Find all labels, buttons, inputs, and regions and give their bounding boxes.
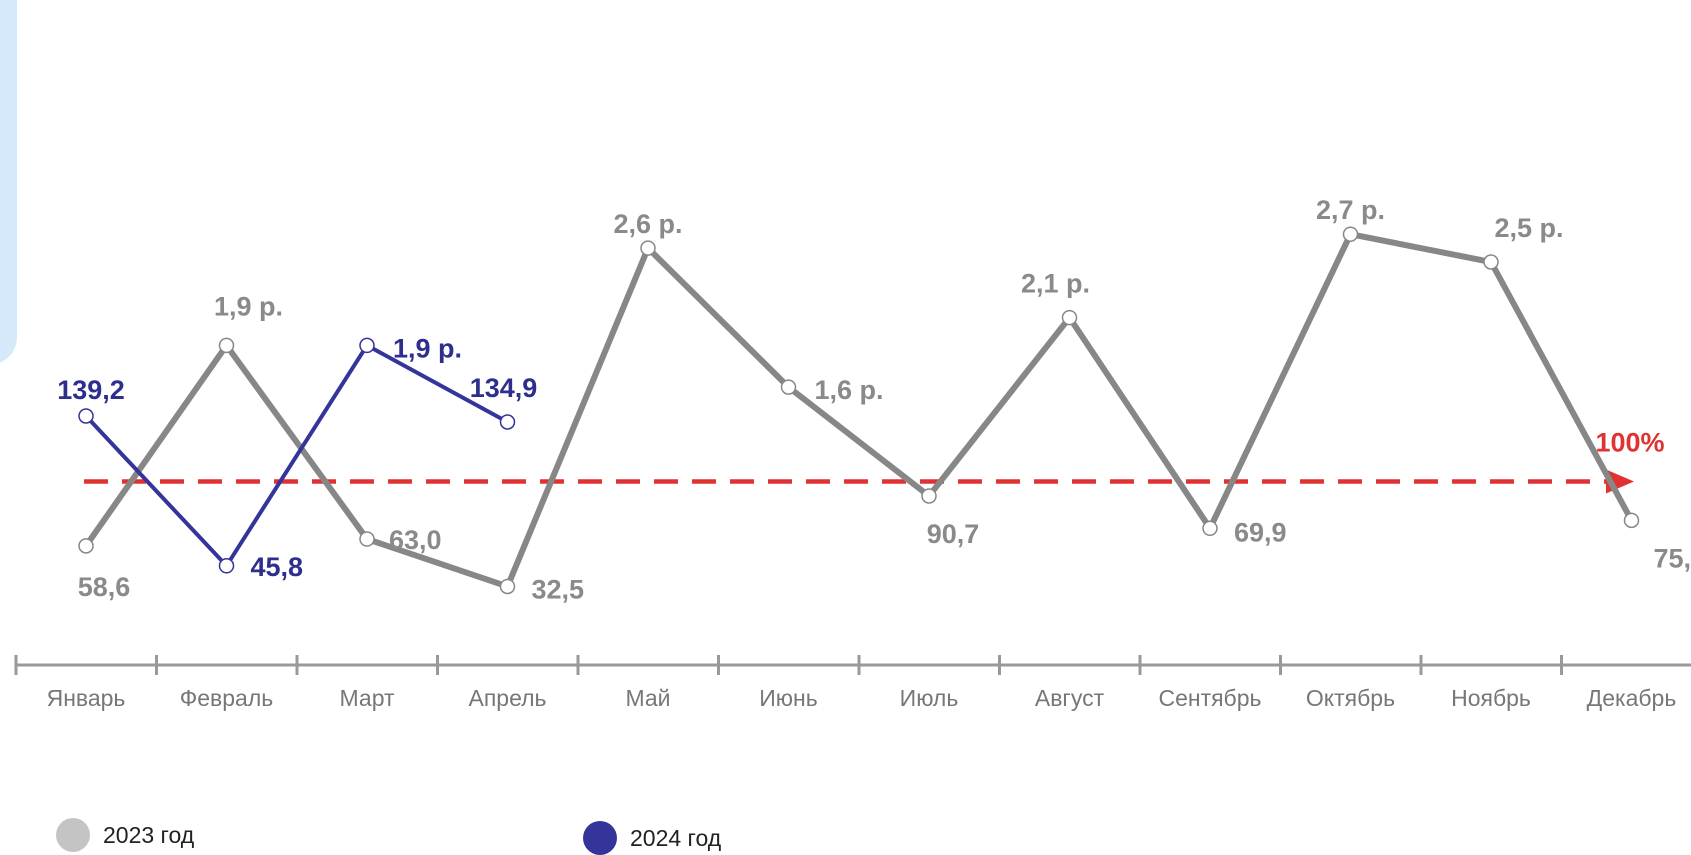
- x-tick-label: Май: [625, 685, 670, 711]
- data-point-2023: [1625, 513, 1639, 527]
- data-label-2023: 1,6 р.: [815, 375, 884, 405]
- data-point-2024: [79, 409, 93, 423]
- x-tick-label: Сентябрь: [1158, 685, 1261, 711]
- data-point-2023: [641, 241, 655, 255]
- data-point-2023: [220, 338, 234, 352]
- data-label-2023: 2,7 р.: [1316, 195, 1385, 225]
- data-point-2023: [1344, 227, 1358, 241]
- legend-label-2023: 2023 год: [103, 822, 194, 849]
- data-label-2023: 2,6 р.: [613, 209, 682, 239]
- data-label-2024: 134,9: [470, 373, 538, 403]
- data-point-2024: [360, 338, 374, 352]
- series-line-2023: [86, 234, 1632, 586]
- reference-line-label: 100%: [1595, 428, 1664, 458]
- x-tick-label: Декабрь: [1587, 685, 1677, 711]
- data-point-2023: [782, 380, 796, 394]
- data-label-2023: 75,0: [1654, 543, 1691, 573]
- x-tick-label: Август: [1035, 685, 1105, 711]
- data-label-2023: 90,7: [927, 519, 980, 549]
- data-label-2023: 2,5 р.: [1494, 213, 1563, 243]
- data-point-2023: [1063, 311, 1077, 325]
- data-label-2023: 1,9 р.: [214, 291, 283, 321]
- x-tick-label: Июнь: [759, 685, 817, 711]
- x-tick-label: Январь: [47, 685, 126, 711]
- data-label-2023: 32,5: [532, 574, 585, 604]
- legend-label-2024: 2024 год: [630, 825, 721, 852]
- data-label-2023: 69,9: [1234, 517, 1287, 547]
- x-tick-label: Июль: [900, 685, 959, 711]
- data-point-2024: [220, 559, 234, 573]
- x-tick-label: Февраль: [180, 685, 273, 711]
- legend-item-2024: 2024 год: [583, 821, 721, 855]
- data-point-2023: [922, 489, 936, 503]
- legend-dot-2024: [583, 821, 617, 855]
- data-point-2023: [501, 579, 515, 593]
- data-label-2024: 139,2: [57, 375, 125, 405]
- data-point-2024: [501, 415, 515, 429]
- x-tick-label: Октябрь: [1306, 685, 1395, 711]
- data-point-2023: [79, 539, 93, 553]
- data-label-2023: 2,1 р.: [1021, 269, 1090, 299]
- data-label-2023: 63,0: [389, 525, 442, 555]
- legend-dot-2023: [56, 818, 90, 852]
- data-point-2023: [1203, 521, 1217, 535]
- x-tick-label: Март: [339, 685, 394, 711]
- data-point-2023: [360, 532, 374, 546]
- data-label-2024: 45,8: [251, 552, 304, 582]
- x-tick-label: Ноябрь: [1451, 685, 1531, 711]
- legend-item-2023: 2023 год: [56, 818, 194, 852]
- data-label-2024: 1,9 р.: [393, 333, 462, 363]
- data-label-2023: 58,6: [78, 572, 131, 602]
- x-tick-label: Апрель: [468, 685, 546, 711]
- data-point-2023: [1484, 255, 1498, 269]
